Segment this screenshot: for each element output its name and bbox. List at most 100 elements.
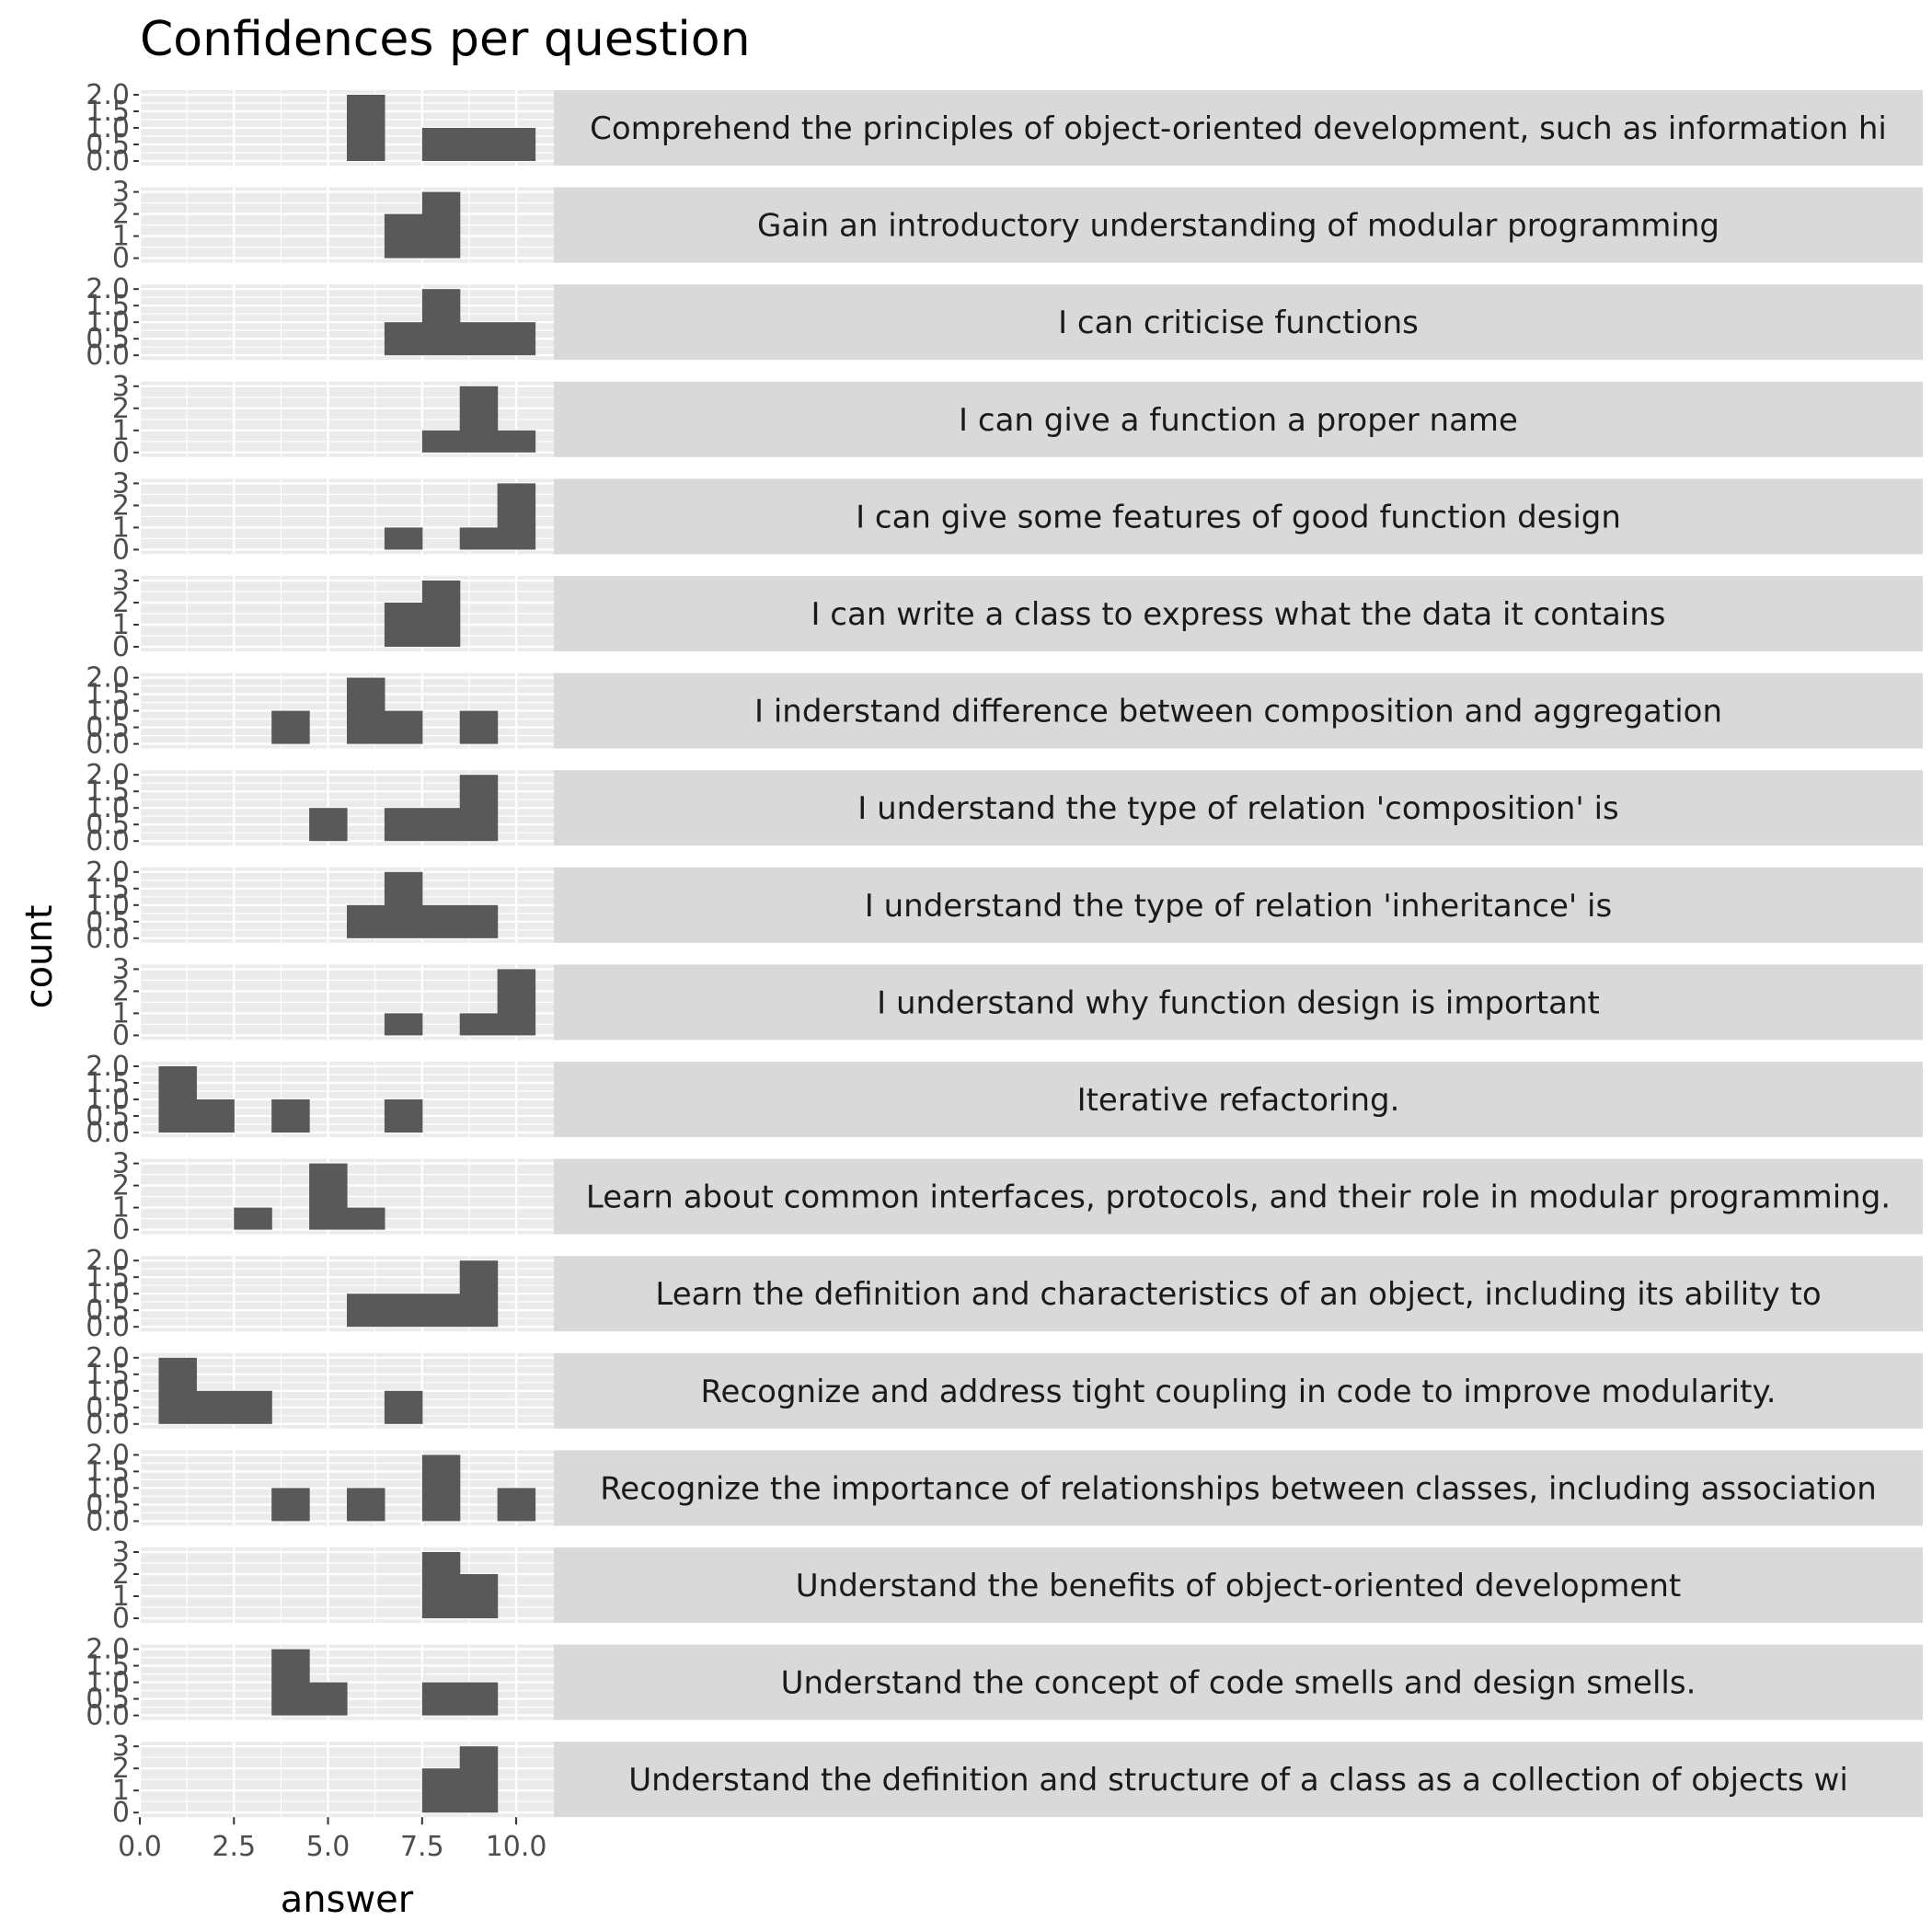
- histogram-bar: [497, 128, 536, 161]
- y-tick-label: 2.0: [86, 857, 130, 889]
- facet-panel: 0.00.51.01.52.0 Recognize and address tig…: [86, 1342, 1923, 1441]
- y-tick-label: 0.5: [86, 129, 130, 161]
- histogram-bar: [384, 871, 423, 938]
- histogram-bar: [459, 128, 499, 161]
- y-tick-label: 1.0: [86, 792, 130, 824]
- y-tick-label: 2.0: [86, 1342, 130, 1374]
- y-tick-label: 1: [112, 415, 130, 447]
- y-tick-label: 1.0: [86, 1472, 130, 1504]
- y-tick-label: 1.5: [86, 1261, 130, 1294]
- facet-strip-label: I inderstand difference between composit…: [754, 694, 1722, 730]
- y-tick-label: 0.0: [86, 1117, 130, 1149]
- y-tick-label: 1: [112, 1775, 130, 1807]
- histogram-bar: [497, 1488, 536, 1522]
- x-axis: 0.0 2.5 5.0 7.5 10.0: [118, 1817, 546, 1863]
- histogram-bar: [384, 1099, 423, 1133]
- y-tick-label: 0: [112, 631, 130, 663]
- histogram-bar: [421, 1552, 461, 1618]
- facet-strip: [554, 964, 1923, 1041]
- y-tick-label: 0.5: [86, 1392, 130, 1424]
- y-tick-label: 0.0: [86, 145, 130, 178]
- facet-strip: [554, 1644, 1923, 1720]
- facet-strip-label: I understand the type of relation 'compo…: [857, 790, 1619, 827]
- histogram-bar: [459, 710, 499, 744]
- y-tick-label: 1.5: [86, 776, 130, 808]
- y-tick-label: 2.0: [86, 662, 130, 695]
- histogram-bar: [158, 1357, 197, 1424]
- y-tick-label: 2: [112, 587, 130, 619]
- y-tick-label: 0.5: [86, 809, 130, 841]
- histogram-bar: [384, 213, 423, 259]
- histogram-bar: [309, 808, 348, 842]
- facet-strip-label: Recognize and address tight coupling in …: [700, 1374, 1776, 1410]
- y-tick-label: 1: [112, 1192, 130, 1225]
- facet-strip-label: I can write a class to express what the …: [811, 596, 1665, 633]
- facet-strip: [554, 478, 1923, 555]
- histogram-bar: [196, 1390, 235, 1424]
- histogram-bar: [271, 1099, 310, 1133]
- facet-panel: 0.00.51.01.52.0 I understand the type of …: [86, 857, 1923, 955]
- y-tick-label: 2: [112, 1558, 130, 1591]
- histogram-bar: [271, 710, 310, 744]
- histogram-bar: [271, 1488, 310, 1522]
- facet-strip-label: Learn about common interfaces, protocols…: [586, 1179, 1891, 1216]
- y-tick-label: 2: [112, 1753, 130, 1785]
- y-tick-label: 1.5: [86, 1067, 130, 1099]
- histogram-bar: [347, 904, 385, 938]
- chart-title: Confidences per question: [140, 12, 751, 67]
- histogram-bar: [459, 1260, 499, 1328]
- y-tick-label: 0: [112, 1214, 130, 1247]
- y-tick-label: 0.0: [86, 339, 130, 372]
- histogram-bar: [497, 430, 536, 453]
- y-tick-label: 1.5: [86, 1455, 130, 1488]
- histogram-bar: [384, 1390, 423, 1424]
- y-tick-label: 1.0: [86, 1375, 130, 1408]
- histogram-bar: [347, 95, 385, 161]
- facet-strip-label: Comprehend the principles of object-orie…: [590, 110, 1887, 147]
- histogram-bar: [309, 1682, 348, 1716]
- y-tick-label: 0.5: [86, 323, 130, 355]
- y-tick-label: 1: [112, 1581, 130, 1613]
- y-tick-label: 0.5: [86, 1489, 130, 1521]
- facet-panel: 0.00.51.01.52.0 Learn the definition and …: [86, 1245, 1923, 1343]
- histogram-bar: [421, 128, 461, 161]
- y-tick-label: 0.0: [86, 825, 130, 857]
- x-tick-label: 5.0: [306, 1831, 351, 1863]
- x-tick-label: 2.5: [212, 1831, 256, 1863]
- facet-strip-label: Iterative refactoring.: [1077, 1082, 1400, 1119]
- histogram-bar: [234, 1390, 272, 1424]
- histogram-bar: [459, 527, 499, 550]
- histogram-bar: [421, 1768, 461, 1813]
- facet-strip-label: Recognize the importance of relationship…: [600, 1470, 1877, 1507]
- x-tick-label: 10.0: [486, 1831, 547, 1863]
- y-tick-label: 0.5: [86, 1294, 130, 1327]
- y-tick-label: 1.5: [86, 290, 130, 322]
- histogram-bar: [384, 1013, 423, 1036]
- histogram-bar: [384, 808, 423, 842]
- histogram-bar: [421, 581, 461, 647]
- y-tick-label: 3: [112, 1536, 130, 1569]
- histogram-bar: [421, 904, 461, 938]
- histogram-bar: [459, 1746, 499, 1813]
- x-tick-label: 0.0: [118, 1831, 162, 1863]
- facet-strip: [554, 1352, 1923, 1429]
- facet-panel: 0.00.51.01.52.0 Recognize the importance …: [86, 1439, 1923, 1537]
- y-tick-label: 3: [112, 177, 130, 209]
- y-tick-label: 1.0: [86, 112, 130, 144]
- facet-strip: [554, 1742, 1923, 1818]
- facet-strip: [554, 187, 1923, 263]
- histogram-bar: [459, 385, 499, 453]
- y-tick-label: 2: [112, 1170, 130, 1202]
- facet-strip: [554, 381, 1923, 457]
- facet-strip: [554, 1256, 1923, 1332]
- histogram-bar: [459, 322, 499, 356]
- y-tick-label: 1: [112, 609, 130, 641]
- y-tick-label: 2.0: [86, 79, 130, 111]
- facet-strip: [554, 284, 1923, 361]
